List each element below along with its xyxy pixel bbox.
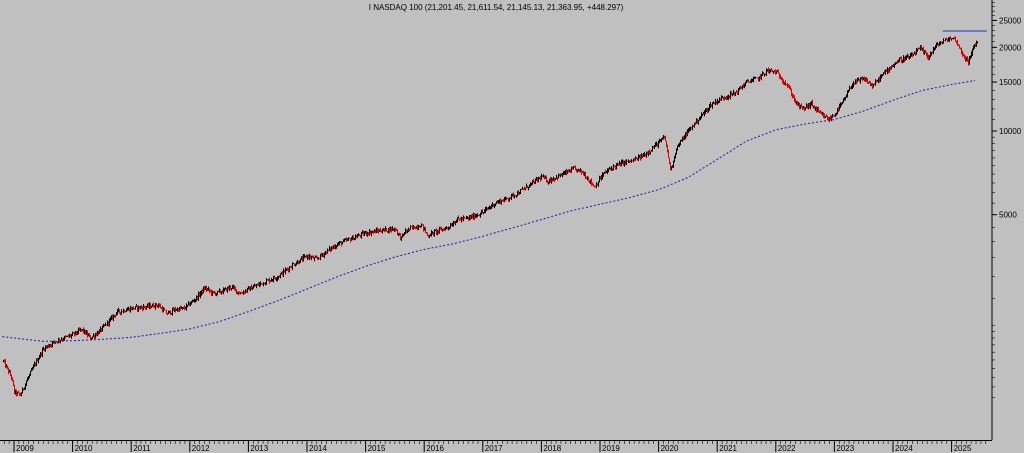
x-tick-label: 2015 <box>368 444 386 453</box>
y-axis: 25000 20000 15000 10000 5000 <box>992 2 1022 398</box>
x-tick-label: 2013 <box>250 444 268 453</box>
y-tick-label: 25000 <box>999 16 1022 25</box>
x-tick-label: 2009 <box>16 444 34 453</box>
y-tick-label: 15000 <box>999 78 1022 87</box>
x-tick-label: 2024 <box>895 444 913 453</box>
x-tick-label: 2016 <box>426 444 444 453</box>
y-tick-label: 10000 <box>999 127 1022 136</box>
x-tick-label: 2023 <box>836 444 854 453</box>
x-tick-label: 2025 <box>954 444 972 453</box>
x-tick-label: 2022 <box>778 444 796 453</box>
x-tick-label: 2020 <box>661 444 679 453</box>
moving-average-line <box>2 80 976 342</box>
moving-average-layer <box>2 80 976 342</box>
x-axis: 2009 2010 2011 2012 2013 2014 2015 2016 2017 2018… <box>3 440 987 453</box>
chart-title: I NASDAQ 100 (21,201.45, 21,611.54, 21,1… <box>369 3 624 12</box>
price-layer <box>3 36 978 397</box>
x-tick-label: 2012 <box>192 444 210 453</box>
y-tick-label: 5000 <box>999 211 1017 220</box>
x-tick-label: 2010 <box>75 444 93 453</box>
x-tick-label: 2011 <box>133 444 151 453</box>
x-tick-label: 2019 <box>602 444 620 453</box>
x-tick-label: 2017 <box>485 444 503 453</box>
x-tick-label: 2018 <box>543 444 561 453</box>
x-tick-label: 2014 <box>309 444 327 453</box>
x-tick-label: 2021 <box>719 444 737 453</box>
y-tick-label: 20000 <box>999 43 1022 52</box>
